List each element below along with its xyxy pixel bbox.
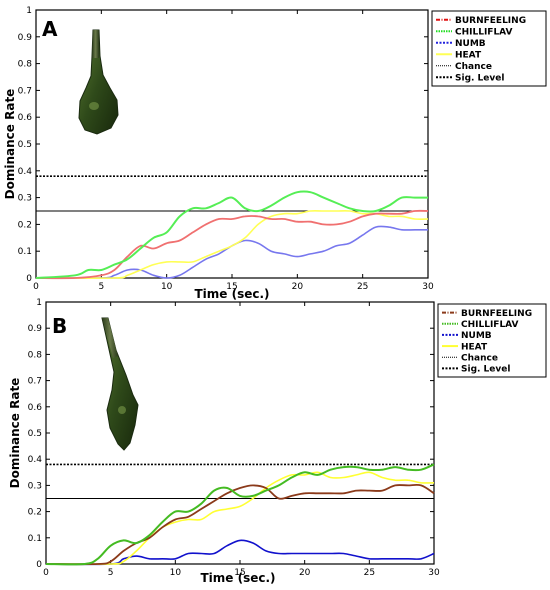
panel-a-y-tick-label: 0.7	[18, 86, 32, 96]
panel-b-y-tick-label: 0.1	[28, 534, 42, 544]
panel-a-legend-box	[431, 10, 547, 87]
panel-b-y-tick-label: 0.7	[28, 377, 42, 387]
panel-a-x-tick-label: 10	[161, 282, 173, 292]
panel-a-y-tick-label: 0.2	[18, 220, 32, 230]
panel-a-y-tick-label: 0.3	[18, 194, 32, 204]
panel-a-numb-line	[35, 225, 428, 279]
panel-b-x-tick-label: 10	[170, 568, 182, 578]
panel-b-label: B	[52, 314, 67, 338]
panel-a-x-tick-label: 25	[357, 282, 368, 292]
panel-b-y-axis-title: Dominance Rate	[8, 378, 22, 489]
panel-b-x-tick-label: 25	[364, 568, 375, 578]
panel-b-x-tick-label: 15	[234, 568, 245, 578]
panel-b-legend-label-burnfeeling: BURNFEELING	[461, 309, 532, 319]
panel-a-legend-label-chance: Chance	[455, 62, 492, 72]
panel-b: 0 5 10 15 20 25 30 0 0.1 0.2 0.3 0.4 0.5 0.6 0.7 0.8 0.9…	[8, 298, 547, 585]
panel-a-legend-label-burnfeeling: BURNFEELING	[455, 16, 526, 26]
panel-b-y-tick-label: 1	[36, 298, 42, 308]
panel-a-x-tick-label: 15	[226, 282, 237, 292]
panel-b-x-axis-title: Time (sec.)	[200, 571, 275, 585]
panel-b-y-tick-label: 0	[36, 560, 42, 570]
panel-b-legend-label-chilliflav: CHILLIFLAV	[461, 320, 519, 330]
panel-b-y-tick-label: 0.5	[28, 429, 42, 439]
panel-a-y-tick-label: 0.6	[18, 113, 33, 123]
panel-b-y-tick-label: 0.4	[28, 455, 43, 465]
panel-a-chilliflav-line	[35, 190, 428, 279]
panel-b-legend-label-numb: NUMB	[461, 331, 492, 341]
panel-b-legend-label-chance: Chance	[461, 353, 498, 363]
panel-a-x-tick-label: 5	[98, 282, 104, 292]
panel-a-y-tick-label: 0.5	[18, 140, 32, 150]
panel-a-burnfeeling-line	[35, 209, 429, 280]
panel-b-y-tick-label: 0.8	[28, 350, 43, 360]
panel-b-y-tick-label: 0.2	[28, 508, 42, 518]
panel-b-plot-area	[45, 301, 435, 565]
panel-a-y-tick-label: 0.1	[18, 247, 32, 257]
panel-b-x-tick-label: 5	[108, 568, 114, 578]
panel-b-numb-line	[45, 539, 435, 566]
panel-a-legend-label-heat: HEAT	[455, 50, 482, 60]
pepper-b-image	[101, 317, 139, 451]
panel-b-chilliflav-line	[45, 463, 435, 566]
panel-a-label: A	[42, 17, 58, 41]
panel-a-legend-label-numb: NUMB	[455, 39, 486, 49]
panel-a-plot-area	[35, 9, 429, 279]
panel-b-x-tick-label: 30	[428, 568, 440, 578]
panel-a-legend-label-sig-level: Sig. Level	[455, 73, 504, 83]
panel-a: 0 5 10 15 20 25 30 0 0.1 0.2 0.3 0.4 0.5 0.6 0.7 0.8 0.9…	[3, 6, 547, 301]
panel-b-legend-label-heat: HEAT	[461, 342, 488, 352]
panel-a-legend-label-chilliflav: CHILLIFLAV	[455, 27, 513, 37]
panel-a-y-tick-label: 0.4	[18, 167, 33, 177]
panel-a-x-axis-title: Time (sec.)	[194, 287, 269, 301]
panel-a-x-tick-label: 30	[422, 282, 434, 292]
panel-a-y-axis-title: Dominance Rate	[3, 89, 17, 200]
panel-b-x-tick-label: 0	[43, 568, 49, 578]
panel-a-x-tick-label: 0	[33, 282, 39, 292]
panel-a-y-tick-label: 0.8	[18, 60, 33, 70]
panel-b-legend-box	[437, 303, 547, 378]
panel-b-x-tick-label: 20	[299, 568, 311, 578]
panel-a-y-tick-label: 0.9	[18, 33, 33, 43]
panel-a-y-tick-label: 0	[26, 274, 32, 284]
panel-b-y-tick-label: 0.3	[28, 481, 42, 491]
panel-b-legend-label-sig-level: Sig. Level	[461, 365, 510, 375]
panel-a-y-tick-label: 1	[26, 6, 32, 16]
pepper-a-image	[78, 29, 119, 135]
panel-b-y-tick-label: 0.9	[28, 324, 43, 334]
panel-b-y-tick-label: 0.6	[28, 403, 43, 413]
panel-a-x-tick-label: 20	[292, 282, 304, 292]
